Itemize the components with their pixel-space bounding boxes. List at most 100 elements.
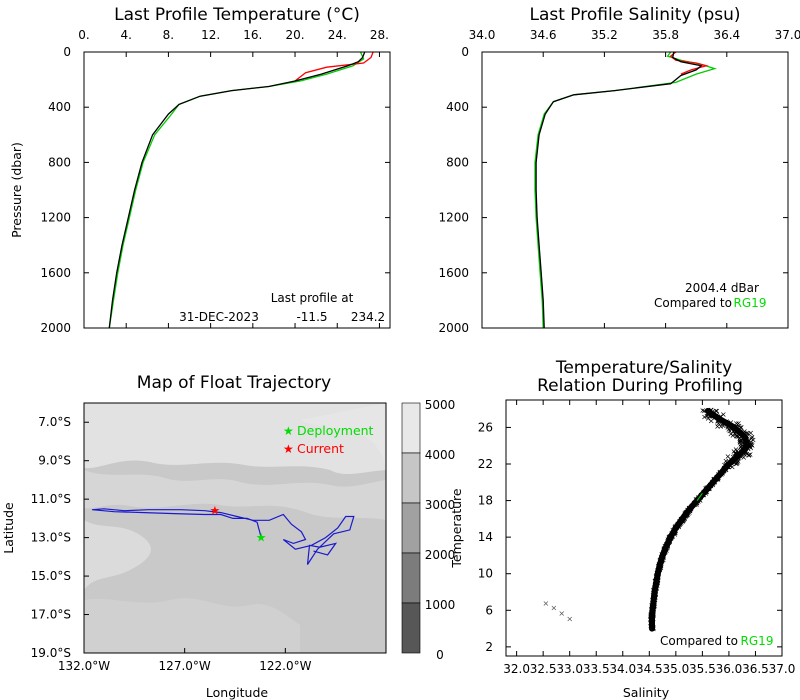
map-legend: ★ Deployment ★ Current	[283, 423, 374, 456]
colorbar-tick-label: 1000	[425, 598, 456, 612]
y-tick-label: 2000	[40, 321, 71, 335]
x-tick-label: 12.	[201, 28, 220, 42]
trajectory-map-panel: Map of Float Trajectory ★ ★ 132.0°W 127.0°…	[1, 373, 455, 700]
current-legend-icon: ★	[283, 442, 294, 456]
ts-scatter-point: ×	[750, 435, 757, 444]
ts-scatter-point: ×	[733, 459, 740, 468]
profile-series-line	[108, 51, 365, 329]
ts-scatter-point: ×	[733, 459, 740, 468]
colorbar-band	[401, 402, 421, 454]
salinity-tick-label: 33.0	[556, 662, 583, 676]
ts-outlier-point: ×	[558, 609, 565, 618]
ts-outlier-point: ×	[550, 604, 557, 613]
x-tick-label: 35.8	[652, 28, 679, 42]
y-tick-label: 1600	[438, 266, 469, 280]
temperature-profile-panel: Last Profile Temperature (°C) 0. 4. 8. 12. 1…	[9, 5, 391, 335]
ts-scatter-point: ×	[737, 437, 744, 446]
ts-scatter-point: ×	[747, 437, 754, 446]
salinity-profile-title: Last Profile Salinity (psu)	[529, 5, 740, 25]
map-title: Map of Float Trajectory	[137, 373, 331, 393]
current-legend-label: Current	[297, 441, 344, 456]
temperature-tick-label: 14	[478, 530, 493, 544]
longitude-tick-label: 132.0°W	[58, 659, 110, 673]
salinity-tick-label: 37.0	[769, 662, 796, 676]
ts-scatter-point: ×	[701, 406, 708, 415]
ts-scatter-point: ×	[728, 425, 735, 434]
colorbar-tick-label: 4000	[425, 448, 456, 462]
ts-scatter-point: ×	[714, 417, 721, 426]
x-tick-label: 36.4	[713, 28, 740, 42]
ts-scatter-point: ×	[735, 419, 742, 428]
last-profile-date: 31-DEC-2023	[179, 310, 259, 324]
longitude-tick-label: 127.0°W	[159, 659, 211, 673]
latitude-tick-label: 17.0°S	[31, 608, 71, 622]
ts-profile-band	[649, 408, 751, 632]
x-tick-label: 34.0	[469, 28, 496, 42]
colorbar-tick-label: 2000	[425, 548, 456, 562]
current-position-marker: ★	[209, 504, 220, 518]
y-tick-label: 0	[461, 45, 469, 59]
ts-scatter-point: ×	[724, 452, 731, 461]
ts-scatter-point: ×	[732, 430, 739, 439]
ts-scatter-point: ×	[741, 450, 748, 459]
ts-scatter-point: ×	[741, 427, 748, 436]
ts-scatter-point: ×	[732, 449, 739, 458]
last-profile-latitude: -11.5	[296, 310, 327, 324]
ts-scatter-point: ×	[748, 440, 755, 449]
ts-scatter-point: ×	[747, 450, 754, 459]
latitude-tick-label: 15.0°S	[31, 569, 71, 583]
y-tick-label: 800	[48, 155, 71, 169]
ts-scatter-point: ×	[731, 429, 738, 438]
ts-scatter-point: ×	[704, 411, 711, 420]
ts-scatter-point: ×	[749, 441, 756, 450]
map-frame	[83, 402, 387, 654]
salinity-profile-panel: Last Profile Salinity (psu) 34.0 34.6 35.2…	[438, 5, 800, 335]
mid-depth-region	[84, 470, 386, 520]
ts-scatter-point: ×	[734, 432, 741, 441]
x-tick-label: 0.	[78, 28, 89, 42]
ts-title-line-1: Temperature/Salinity	[555, 358, 732, 378]
salinity-axis-label: Salinity	[623, 685, 670, 700]
ts-scatter-point: ×	[747, 429, 754, 438]
ts-scatter-point: ×	[740, 453, 747, 462]
profile-series-line	[669, 51, 709, 75]
salinity-tick-label: 34.0	[609, 662, 636, 676]
latitude-tick-label: 13.0°S	[31, 531, 71, 545]
deployment-legend-label: Deployment	[297, 423, 374, 438]
latitude-tick-label: 9.0°S	[38, 454, 71, 468]
deployment-marker: ★	[256, 531, 267, 545]
salinity-plot-frame	[481, 51, 789, 329]
ts-scatter-point: ×	[727, 429, 734, 438]
ts-scatter-point: ×	[737, 440, 744, 449]
deployment-legend-icon: ★	[283, 424, 294, 438]
ts-scatter-point: ×	[743, 450, 750, 459]
profile-series-line	[535, 51, 703, 329]
ts-diagram-panel: Temperature/Salinity Relation During Pro…	[449, 358, 795, 700]
x-tick-label: 8.	[163, 28, 174, 42]
ts-scatter-point: ×	[722, 456, 729, 465]
salinity-tick-label: 36.5	[742, 662, 769, 676]
ts-scatter-point: ×	[737, 423, 744, 432]
ts-scatter-point: ×	[726, 426, 733, 435]
y-tick-label: 0	[63, 45, 71, 59]
colorbar-band	[401, 452, 421, 504]
y-tick-label: 800	[446, 155, 469, 169]
float-trajectory-line	[92, 508, 355, 565]
ts-scatter-point: ×	[733, 431, 740, 440]
depth-colorbar: 5000 4000 3000 2000 1000 0	[401, 398, 456, 662]
northeast-shallow-region	[300, 403, 386, 470]
ts-scatter-point: ×	[730, 427, 737, 436]
longitude-axis-label: Longitude	[206, 685, 268, 700]
y-tick-label: 1600	[40, 266, 71, 280]
x-tick-label: 34.6	[530, 28, 557, 42]
ts-scatter-point: ×	[733, 457, 740, 466]
ts-scatter-point: ×	[734, 458, 741, 467]
ts-scatter-point: ×	[745, 451, 752, 460]
colorbar-band	[401, 552, 421, 604]
ts-scatter-point: ×	[731, 447, 738, 456]
longitude-tick-label: 122.0°W	[259, 659, 311, 673]
latitude-tick-label: 7.0°S	[38, 415, 71, 429]
ts-outlier-point: ×	[542, 599, 549, 608]
ts-scatter-point: ×	[701, 413, 708, 422]
compared-to-label: Compared to	[654, 296, 732, 310]
